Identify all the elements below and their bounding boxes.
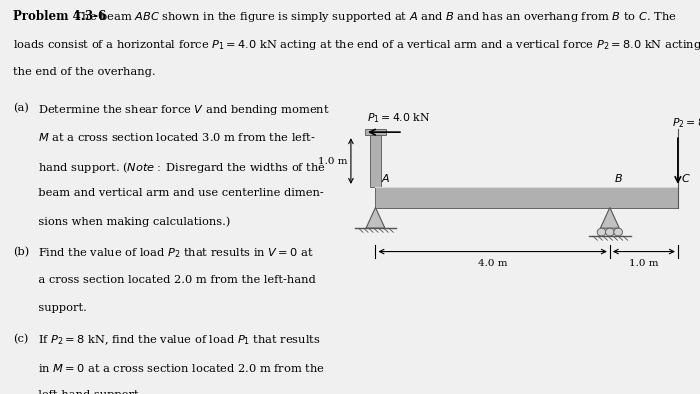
- Text: $M$ at a cross section located 3.0 m from the left-: $M$ at a cross section located 3.0 m fro…: [13, 131, 316, 143]
- Text: sions when making calculations.): sions when making calculations.): [13, 216, 231, 227]
- Text: beam and vertical arm and use centerline dimen-: beam and vertical arm and use centerline…: [13, 188, 324, 198]
- Circle shape: [606, 228, 614, 236]
- Text: $B$: $B$: [615, 172, 623, 184]
- Polygon shape: [366, 208, 385, 228]
- Bar: [375, 187, 678, 208]
- Text: (c): (c): [13, 334, 29, 344]
- Text: support.: support.: [13, 303, 88, 313]
- Bar: [370, 135, 381, 187]
- Text: (a): (a): [13, 103, 29, 113]
- Circle shape: [597, 228, 606, 236]
- Text: a cross section located 2.0 m from the left-hand: a cross section located 2.0 m from the l…: [13, 275, 316, 285]
- Text: $P_2 = 8.0$ kN: $P_2 = 8.0$ kN: [672, 116, 700, 130]
- Text: $P_1 = 4.0$ kN: $P_1 = 4.0$ kN: [367, 111, 430, 125]
- Text: 1.0 m: 1.0 m: [629, 259, 659, 268]
- Text: Find the value of load $P_2$ that results in $V = 0$ at: Find the value of load $P_2$ that result…: [38, 247, 313, 260]
- Text: If $P_2 = 8$ kN, find the value of load $P_1$ that results: If $P_2 = 8$ kN, find the value of load …: [38, 334, 320, 348]
- Text: hand support. ($Note:$ Disregard the widths of the: hand support. ($Note:$ Disregard the wid…: [13, 160, 326, 175]
- Text: loads consist of a horizontal force $P_1 = 4.0$ kN acting at the end of a vertic: loads consist of a horizontal force $P_1…: [13, 38, 700, 52]
- Polygon shape: [601, 208, 620, 228]
- Text: The beam $ABC$ shown in the figure is simply supported at $A$ and $B$ and has an: The beam $ABC$ shown in the figure is si…: [66, 10, 676, 24]
- Text: in $M = 0$ at a cross section located 2.0 m from the: in $M = 0$ at a cross section located 2.…: [13, 362, 325, 374]
- Text: Problem 4.3-6: Problem 4.3-6: [13, 10, 106, 23]
- Text: Determine the shear force $V$ and bending moment: Determine the shear force $V$ and bendin…: [38, 103, 329, 117]
- Text: $A$: $A$: [381, 172, 391, 184]
- Text: 1.0 m: 1.0 m: [318, 156, 348, 165]
- Bar: [365, 129, 386, 135]
- Text: the end of the overhang.: the end of the overhang.: [13, 67, 156, 76]
- Text: $C$: $C$: [681, 172, 691, 184]
- Text: 4.0 m: 4.0 m: [478, 259, 508, 268]
- Text: left-hand support.: left-hand support.: [13, 390, 143, 394]
- Circle shape: [614, 228, 622, 236]
- Text: (b): (b): [13, 247, 29, 257]
